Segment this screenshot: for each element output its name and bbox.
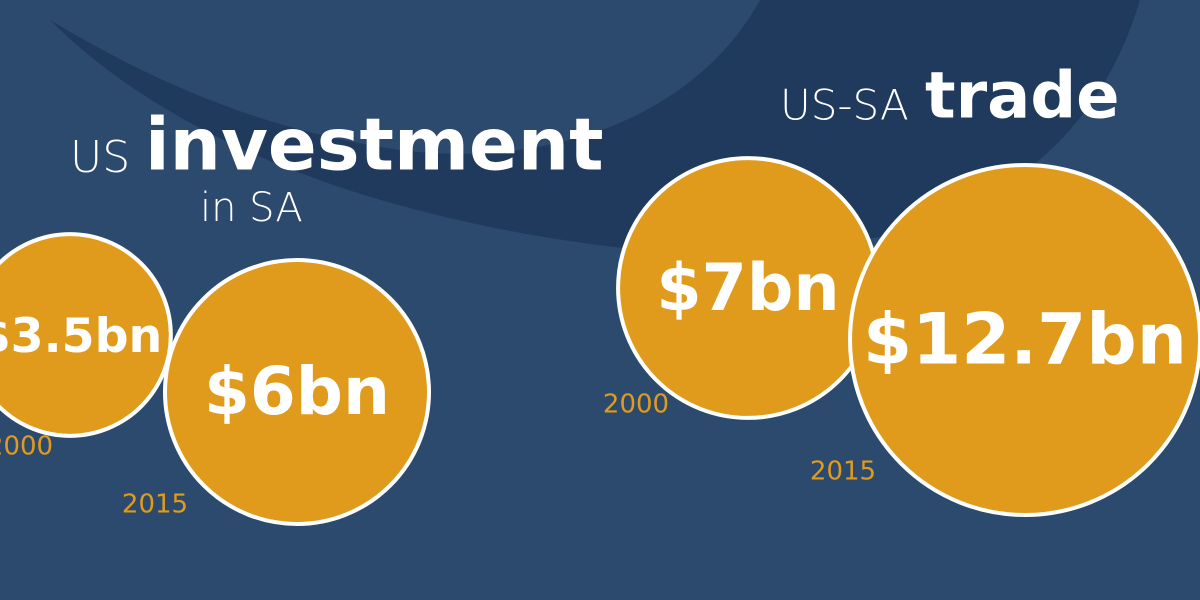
year-label: 2015 (122, 490, 188, 520)
bubble (848, 163, 1200, 517)
title-bold: investment (145, 103, 604, 187)
value-label: $7bn (656, 251, 839, 326)
value-label: $12.7bn (863, 298, 1187, 381)
swoosh (50, 0, 1140, 254)
subtitle: in SA (200, 185, 303, 231)
year-label: 2000 (0, 432, 53, 462)
year-label: 2000 (603, 390, 669, 420)
value-label: $3.5bn (0, 309, 162, 364)
title-light: US-SA (780, 81, 909, 130)
title-bold: trade (925, 60, 1120, 134)
trade-chart: US-SA trade $7bn 2000 $12.7bn 2015 (603, 60, 1200, 517)
investment-chart: US investment in SA $3.5bn 2000 $6bn 2015 (0, 103, 604, 526)
bubble (0, 232, 173, 438)
title-light: US (70, 132, 130, 183)
year-label: 2015 (810, 457, 876, 487)
value-label: $6bn (204, 353, 390, 430)
bubble (163, 258, 431, 526)
